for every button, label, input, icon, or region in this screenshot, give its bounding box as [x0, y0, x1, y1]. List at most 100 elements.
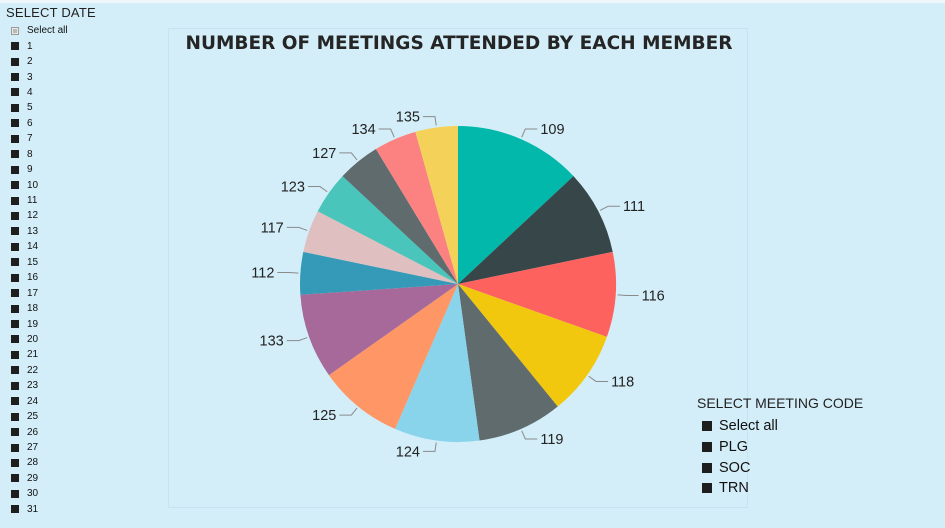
date-item[interactable]: 27	[6, 440, 136, 455]
checkbox-icon[interactable]	[11, 412, 19, 421]
date-item[interactable]: 21	[6, 347, 136, 362]
leader-line	[339, 407, 358, 416]
checkbox-icon[interactable]	[11, 165, 19, 174]
date-item[interactable]: 5	[6, 100, 136, 115]
checkbox-icon[interactable]	[11, 381, 19, 390]
pie-slice[interactable]	[415, 126, 458, 284]
checkbox-icon[interactable]	[11, 489, 19, 498]
pie-slice[interactable]	[342, 149, 458, 284]
date-item[interactable]: 10	[6, 177, 136, 192]
checkbox-icon[interactable]	[11, 150, 19, 159]
pie-slice[interactable]	[375, 131, 458, 284]
checkbox-icon[interactable]	[11, 350, 19, 359]
checkbox-icon[interactable]	[11, 227, 19, 236]
date-item[interactable]: 9	[6, 162, 136, 177]
date-item[interactable]: 19	[6, 316, 136, 331]
date-item-label: 4	[27, 86, 33, 98]
pie-slice[interactable]	[458, 284, 558, 441]
date-item-label: 19	[27, 318, 39, 330]
pie-slice[interactable]	[317, 176, 458, 284]
date-item[interactable]: 4	[6, 85, 136, 100]
checkbox-icon[interactable]	[11, 242, 19, 251]
checkbox-icon[interactable]	[11, 57, 19, 66]
checkbox-icon[interactable]	[11, 88, 19, 97]
data-label: 112	[251, 265, 274, 281]
partial-checkbox-icon[interactable]	[11, 26, 19, 35]
checkbox-icon[interactable]	[11, 443, 19, 452]
checkbox-icon[interactable]	[11, 103, 19, 112]
pie-slice[interactable]	[458, 126, 574, 284]
leader-line	[286, 337, 308, 342]
checkbox-icon[interactable]	[11, 258, 19, 267]
checkbox-icon[interactable]	[11, 196, 19, 205]
checkbox-icon[interactable]	[11, 366, 19, 375]
date-item[interactable]: 22	[6, 363, 136, 378]
checkbox-icon[interactable]	[702, 483, 712, 494]
date-item-label: 13	[27, 225, 39, 237]
meeting-code-item[interactable]: TRN	[702, 478, 917, 499]
date-item-label: 27	[27, 442, 39, 454]
checkbox-icon[interactable]	[11, 320, 19, 329]
pie-slice[interactable]	[458, 284, 607, 407]
date-item[interactable]: 16	[6, 270, 136, 285]
date-item[interactable]: 12	[6, 208, 136, 223]
date-item[interactable]: 26	[6, 424, 136, 439]
checkbox-icon[interactable]	[11, 335, 19, 344]
checkbox-icon[interactable]	[702, 442, 712, 453]
date-item[interactable]: 3	[6, 69, 136, 84]
date-slicer-list: Select all 1 2 3 4 5 6 7 8 9 10 11 12 13 14 15 16 17 18 19…	[6, 23, 136, 517]
leader-line	[339, 152, 358, 161]
checkbox-icon[interactable]	[11, 474, 19, 483]
date-item[interactable]: 2	[6, 54, 136, 69]
pie-slice[interactable]	[300, 284, 458, 376]
pie-slice[interactable]	[395, 284, 480, 442]
date-item[interactable]: 28	[6, 455, 136, 470]
checkbox-icon[interactable]	[11, 73, 19, 82]
leader-line	[588, 375, 609, 382]
date-item-label: 17	[27, 287, 39, 299]
date-item[interactable]: 20	[6, 332, 136, 347]
pie-slice[interactable]	[300, 251, 458, 295]
date-item[interactable]: 1	[6, 38, 136, 53]
checkbox-icon[interactable]	[11, 42, 19, 51]
date-item[interactable]: 25	[6, 409, 136, 424]
date-item[interactable]: 31	[6, 502, 136, 517]
pie-slice[interactable]	[303, 211, 458, 284]
checkbox-icon[interactable]	[702, 421, 712, 432]
date-item[interactable]: 14	[6, 239, 136, 254]
date-item[interactable]: 24	[6, 394, 136, 409]
checkbox-icon[interactable]	[11, 119, 19, 128]
checkbox-icon[interactable]	[11, 273, 19, 282]
checkbox-icon[interactable]	[11, 289, 19, 298]
checkbox-icon[interactable]	[11, 428, 19, 437]
date-item[interactable]: 18	[6, 301, 136, 316]
date-item[interactable]: 23	[6, 378, 136, 393]
pie-slice[interactable]	[458, 251, 616, 337]
meeting-code-item[interactable]: SOC	[702, 457, 917, 478]
date-item[interactable]: 11	[6, 193, 136, 208]
pie-slice[interactable]	[458, 176, 613, 284]
date-item-label: 3	[27, 71, 33, 83]
meeting-code-item[interactable]: Select all	[702, 416, 917, 437]
date-item[interactable]: 8	[6, 147, 136, 162]
checkbox-icon[interactable]	[11, 304, 19, 313]
data-label: 134	[351, 122, 375, 138]
date-item[interactable]: 6	[6, 116, 136, 131]
checkbox-icon[interactable]	[11, 397, 19, 406]
date-select-all[interactable]: Select all	[6, 23, 136, 38]
date-item[interactable]: 30	[6, 486, 136, 501]
meeting-code-label: PLG	[719, 439, 749, 456]
date-item[interactable]: 13	[6, 224, 136, 239]
pie-slice[interactable]	[328, 284, 458, 429]
checkbox-icon[interactable]	[702, 462, 712, 473]
date-item[interactable]: 17	[6, 285, 136, 300]
checkbox-icon[interactable]	[11, 458, 19, 467]
meeting-code-item[interactable]: PLG	[702, 437, 917, 458]
date-item[interactable]: 29	[6, 471, 136, 486]
checkbox-icon[interactable]	[11, 211, 19, 220]
date-item[interactable]: 7	[6, 131, 136, 146]
checkbox-icon[interactable]	[11, 181, 19, 190]
checkbox-icon[interactable]	[11, 505, 19, 514]
date-item[interactable]: 15	[6, 255, 136, 270]
checkbox-icon[interactable]	[11, 134, 19, 143]
